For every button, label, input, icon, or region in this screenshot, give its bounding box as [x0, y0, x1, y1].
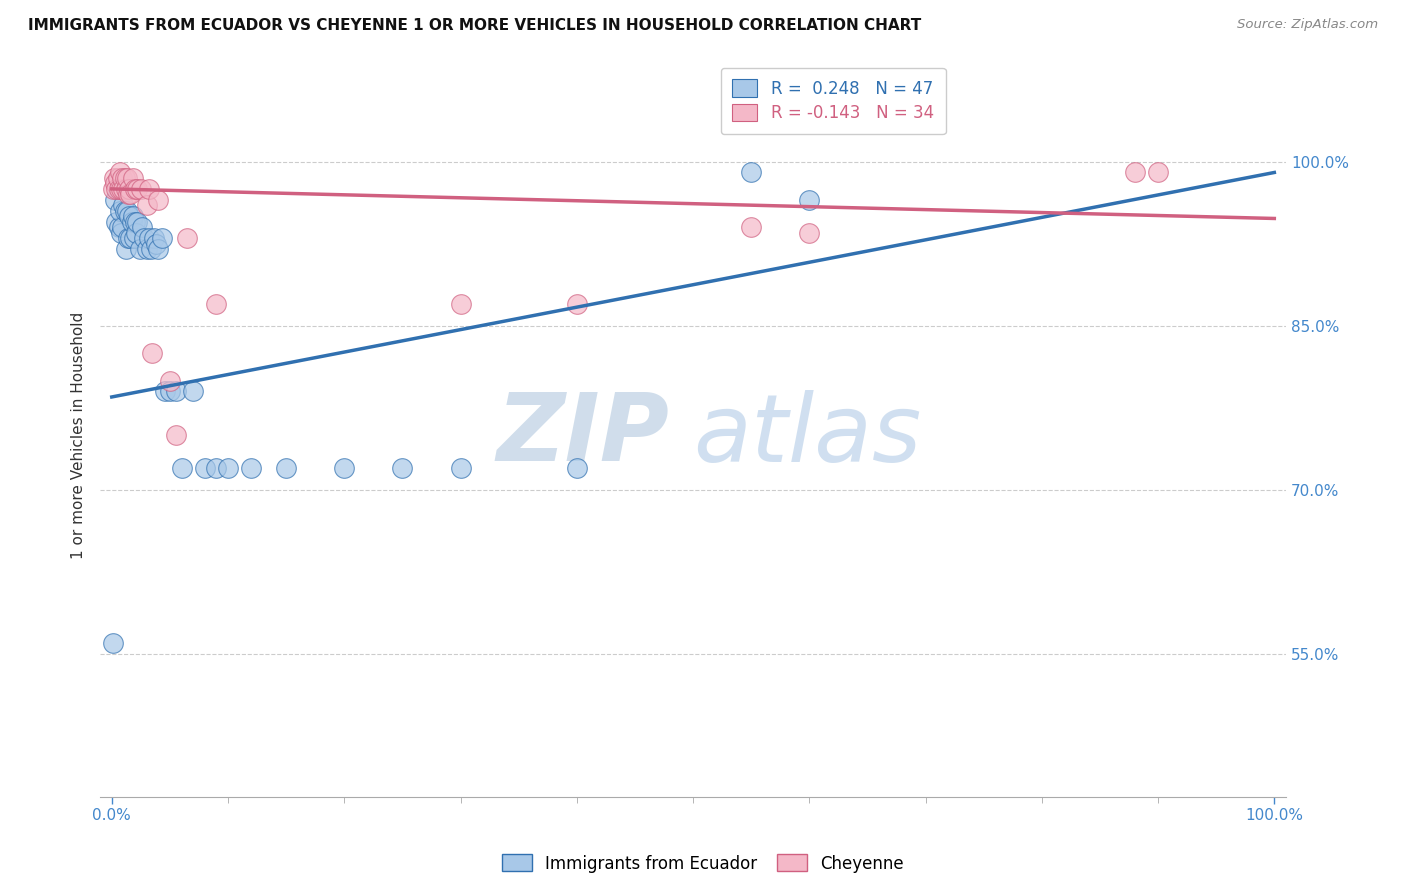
Point: [120, 187, 142, 202]
Point: [333, 461, 356, 475]
Point: [114, 203, 136, 218]
Point: [135, 198, 157, 212]
Point: [105, 182, 128, 196]
Point: [141, 346, 163, 360]
Point: [276, 461, 298, 475]
Legend: R =  0.248   N = 47, R = -0.143   N = 34: R = 0.248 N = 47, R = -0.143 N = 34: [721, 68, 946, 134]
Point: [127, 215, 149, 229]
Point: [1147, 165, 1170, 179]
Point: [450, 461, 472, 475]
Point: [104, 193, 127, 207]
Point: [117, 231, 139, 245]
Point: [240, 461, 263, 475]
Text: Source: ZipAtlas.com: Source: ZipAtlas.com: [1237, 18, 1378, 31]
Text: IMMIGRANTS FROM ECUADOR VS CHEYENNE 1 OR MORE VEHICLES IN HOUSEHOLD CORRELATION : IMMIGRANTS FROM ECUADOR VS CHEYENNE 1 OR…: [28, 18, 921, 33]
Point: [127, 182, 149, 196]
Point: [107, 182, 129, 196]
Point: [740, 220, 762, 235]
Point: [740, 165, 762, 179]
Point: [205, 297, 228, 311]
Point: [148, 242, 170, 256]
Point: [107, 182, 129, 196]
Point: [176, 231, 198, 245]
Point: [112, 198, 135, 212]
Point: [108, 203, 131, 218]
Point: [118, 182, 141, 196]
Point: [799, 193, 821, 207]
Point: [124, 182, 146, 196]
Point: [138, 182, 160, 196]
Point: [121, 209, 143, 223]
Y-axis label: 1 or more Vehicles in Household: 1 or more Vehicles in Household: [72, 311, 86, 559]
Point: [122, 231, 145, 245]
Point: [565, 461, 588, 475]
Point: [108, 165, 131, 179]
Point: [165, 384, 187, 399]
Point: [159, 384, 181, 399]
Point: [155, 384, 177, 399]
Point: [101, 182, 124, 196]
Point: [135, 242, 157, 256]
Point: [141, 242, 163, 256]
Point: [194, 461, 217, 475]
Point: [112, 182, 135, 196]
Point: [124, 215, 146, 229]
Point: [115, 203, 138, 218]
Point: [138, 231, 160, 245]
Point: [114, 242, 136, 256]
Point: [131, 220, 153, 235]
Point: [110, 226, 132, 240]
Point: [1123, 165, 1146, 179]
Point: [217, 461, 239, 475]
Point: [142, 231, 165, 245]
Text: ZIP: ZIP: [496, 389, 669, 482]
Point: [118, 209, 141, 223]
Point: [150, 231, 173, 245]
Point: [799, 226, 821, 240]
Point: [148, 193, 170, 207]
Point: [125, 226, 148, 240]
Point: [121, 171, 143, 186]
Point: [134, 231, 156, 245]
Point: [128, 242, 150, 256]
Point: [165, 428, 187, 442]
Point: [111, 171, 134, 186]
Point: [114, 171, 136, 186]
Point: [391, 461, 413, 475]
Point: [170, 461, 193, 475]
Point: [129, 182, 152, 196]
Text: atlas: atlas: [693, 390, 921, 481]
Point: [115, 171, 138, 186]
Point: [121, 215, 143, 229]
Point: [117, 187, 139, 202]
Point: [120, 231, 142, 245]
Point: [107, 220, 129, 235]
Point: [101, 636, 124, 650]
Point: [103, 171, 125, 186]
Point: [104, 177, 127, 191]
Point: [159, 374, 181, 388]
Point: [145, 236, 167, 251]
Point: [205, 461, 228, 475]
Legend: Immigrants from Ecuador, Cheyenne: Immigrants from Ecuador, Cheyenne: [495, 847, 911, 880]
Point: [565, 297, 588, 311]
Point: [110, 182, 132, 196]
Point: [181, 384, 204, 399]
Point: [107, 171, 129, 186]
Point: [114, 182, 136, 196]
Point: [111, 220, 134, 235]
Point: [450, 297, 472, 311]
Point: [105, 215, 128, 229]
